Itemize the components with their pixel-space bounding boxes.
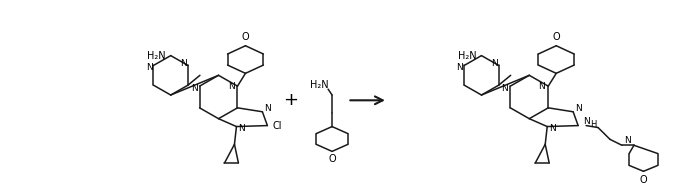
Text: N: N [491,59,498,68]
Text: H: H [590,120,596,129]
Text: N: N [583,117,590,126]
Text: N: N [456,63,463,72]
Text: H₂N: H₂N [310,80,329,90]
Text: N: N [538,82,545,91]
Text: O: O [242,32,250,42]
Text: N: N [180,59,187,68]
Text: H₂N: H₂N [147,51,166,61]
Text: N: N [238,124,245,133]
Text: N: N [191,84,198,93]
Text: +: + [283,91,298,109]
Text: Cl: Cl [273,121,282,131]
Text: N: N [502,84,508,93]
Text: N: N [145,63,152,72]
Text: N: N [228,82,234,91]
Text: O: O [552,32,560,42]
Text: N: N [264,104,271,113]
Text: O: O [640,175,647,185]
Text: N: N [575,104,582,113]
Text: O: O [329,154,336,164]
Text: H₂N: H₂N [458,51,477,61]
Text: N: N [624,136,631,145]
Text: N: N [549,124,556,133]
